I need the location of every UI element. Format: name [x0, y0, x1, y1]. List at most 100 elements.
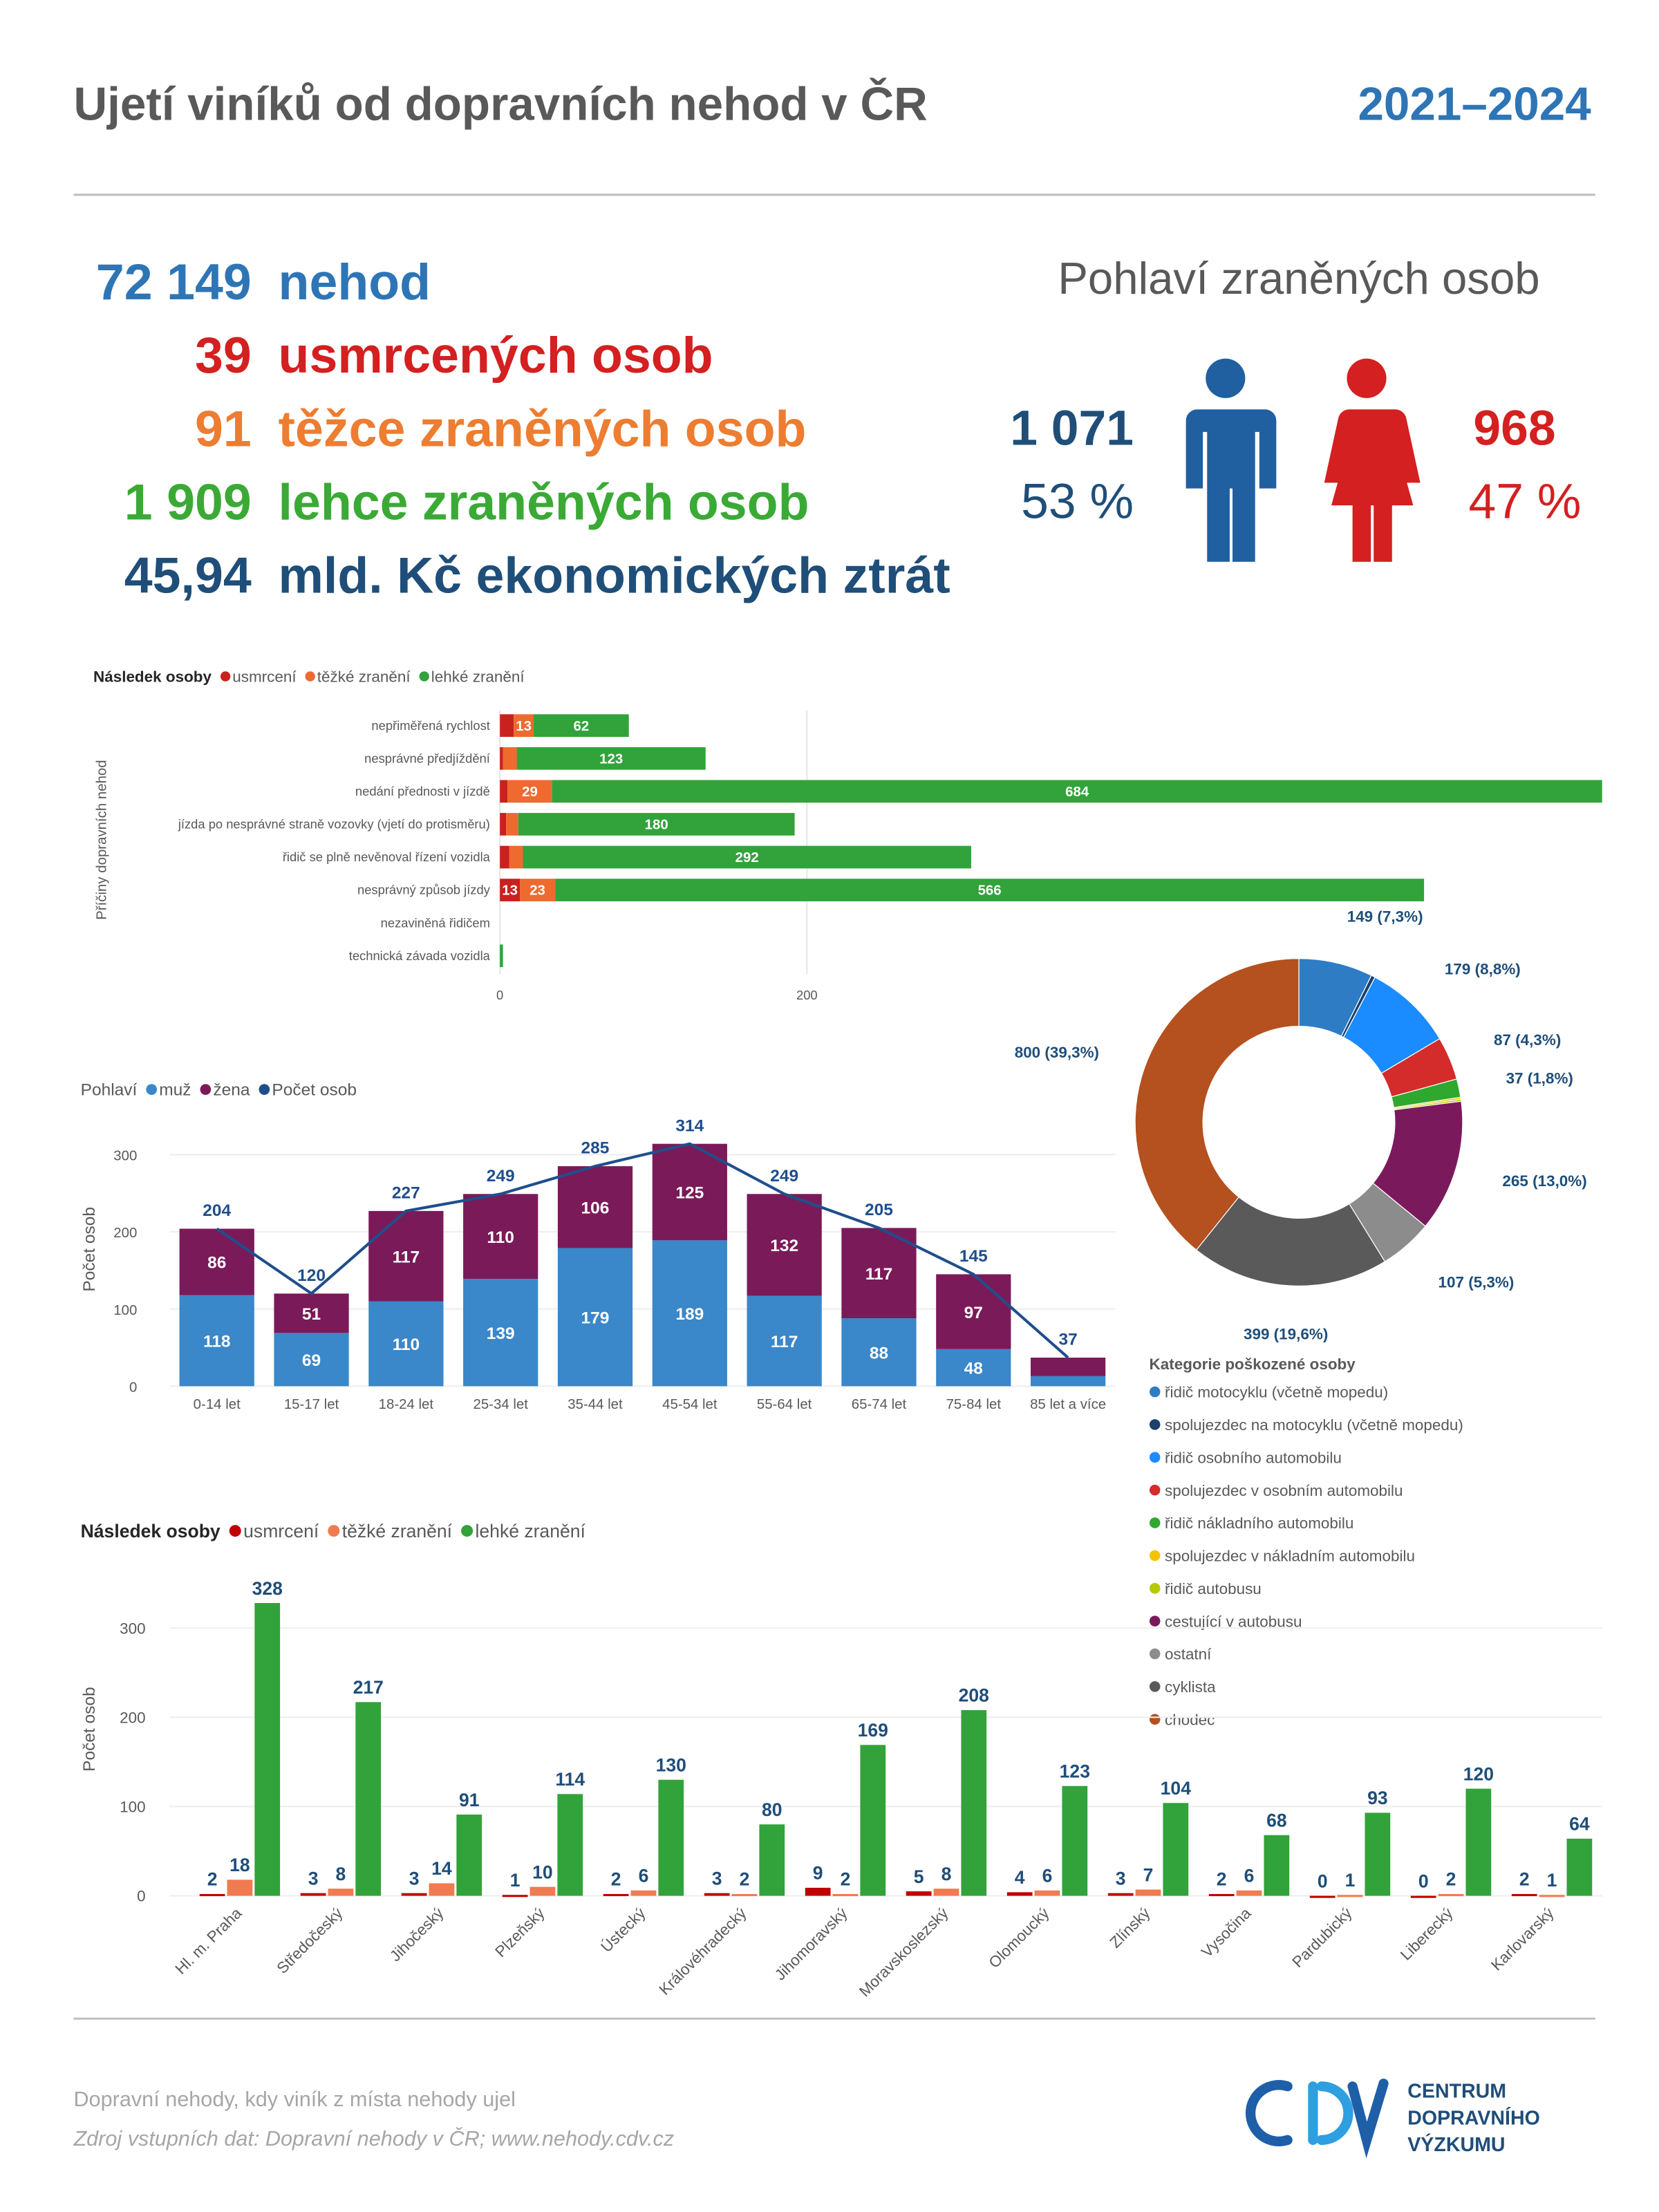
line-label: 120 [297, 1266, 326, 1285]
data-label: 3 [712, 1868, 722, 1888]
bar-segment [463, 1279, 538, 1387]
data-label: 87 (4,3%) [1494, 1031, 1561, 1049]
data-label: 14 [431, 1858, 452, 1879]
data-label: 0 [1318, 1871, 1328, 1891]
legend-label: lehké zranění [431, 668, 525, 685]
data-label: 86 [207, 1254, 226, 1273]
bar-segment [1031, 1376, 1106, 1387]
legend-marker [419, 671, 429, 682]
data-label: 180 [645, 818, 668, 833]
footer-source: Zdroj vstupních dat: Dopravní nehody v Č… [73, 2126, 674, 2150]
data-label: 104 [1161, 1778, 1192, 1799]
legend-marker [229, 1525, 241, 1537]
data-label: 8 [336, 1864, 346, 1884]
footer-note: Dopravní nehody, kdy viník z místa nehod… [73, 2088, 516, 2111]
bar [860, 1745, 886, 1896]
bar-segment [274, 1333, 349, 1387]
stat-label: nehod [279, 253, 431, 310]
line-label: 205 [865, 1201, 893, 1219]
x-tick-label: 85 let a více [1030, 1397, 1106, 1412]
data-label: 399 (19,6%) [1244, 1325, 1328, 1342]
legend-marker [1149, 1681, 1161, 1692]
legend-marker [1149, 1452, 1161, 1463]
line-label: 285 [581, 1139, 610, 1158]
data-label: 132 [770, 1237, 798, 1255]
bar-segment [274, 1293, 349, 1333]
bar [1034, 1890, 1060, 1896]
bar [1135, 1889, 1161, 1896]
data-label: 7 [1143, 1864, 1154, 1885]
legend-label: Počet osob [272, 1081, 357, 1100]
stat-value: 39 [195, 326, 252, 384]
data-label: 6 [1042, 1866, 1053, 1886]
data-label: 2 [1446, 1869, 1456, 1890]
x-tick-label: Karlovarský [1488, 1904, 1557, 1974]
data-label: 3 [409, 1868, 420, 1888]
data-label: 117 [865, 1265, 893, 1284]
data-label: 123 [599, 751, 623, 767]
legend-label: žena [213, 1081, 250, 1100]
bar [1438, 1893, 1464, 1897]
bar [1410, 1895, 1436, 1898]
bar-segment [841, 1228, 917, 1319]
data-label: 23 [529, 883, 545, 899]
bar-segment [557, 1166, 633, 1248]
axis-title: Počet osob [80, 1687, 99, 1772]
legend-marker [220, 671, 231, 682]
data-label: 208 [959, 1685, 989, 1706]
data-label: 51 [302, 1305, 321, 1324]
bar [328, 1888, 354, 1896]
legend-label: chodec [1165, 1711, 1215, 1728]
line-label: 314 [675, 1116, 704, 1135]
x-tick-label: Moravskoslezský [856, 1904, 952, 2000]
legend-label: spolujezdec na motocyklu (včetně mopedu) [1165, 1416, 1463, 1434]
bar [1062, 1785, 1088, 1896]
legend-label: ostatní [1165, 1646, 1212, 1663]
x-tick-label: 15-17 let [284, 1397, 339, 1412]
bar [731, 1893, 758, 1897]
data-label: 566 [978, 883, 1002, 899]
data-label: 48 [964, 1360, 983, 1378]
legend-label: těžké zranění [317, 668, 411, 685]
data-label: 118 [203, 1333, 231, 1351]
data-label: 5 [914, 1866, 924, 1887]
data-label: 91 [459, 1790, 480, 1810]
bar-segment [652, 1143, 727, 1241]
data-label: 3 [1116, 1868, 1126, 1888]
bar-segment [500, 714, 514, 737]
data-label: 9 [813, 1863, 823, 1884]
line-label: 145 [959, 1247, 988, 1266]
gender-title: Pohlaví zraněných osob [1058, 253, 1539, 303]
legend-label: spolujezdec v nákladním automobilu [1165, 1548, 1415, 1565]
x-tick-label: 75-84 let [946, 1397, 1002, 1412]
bar [502, 1895, 528, 1897]
male-icon [1185, 358, 1277, 562]
data-label: 97 [964, 1304, 983, 1322]
bar-segment [509, 845, 523, 869]
x-tick-label: Královéhradecký [656, 1904, 750, 1998]
data-label: 6 [639, 1866, 649, 1886]
data-label: 2 [611, 1869, 621, 1890]
data-label: 800 (39,3%) [1015, 1044, 1099, 1061]
legend-marker [1149, 1517, 1161, 1528]
bar [961, 1709, 987, 1896]
logo-text: DOPRAVNÍHO [1407, 2106, 1540, 2129]
bar-segment [936, 1349, 1011, 1387]
category-label: nezaviněná řidičem [381, 915, 490, 930]
bar [933, 1888, 959, 1896]
bar-segment [523, 845, 971, 869]
data-label: 2 [207, 1869, 218, 1890]
x-tick-label: 45-54 let [662, 1397, 718, 1412]
data-label: 169 [858, 1720, 888, 1741]
data-label: 2 [1217, 1869, 1227, 1890]
data-label: 8 [941, 1864, 952, 1884]
bar [1539, 1895, 1565, 1897]
bar [1337, 1895, 1363, 1897]
data-label: 62 [574, 719, 590, 734]
donut-slice [1134, 957, 1300, 1251]
legend-marker [259, 1084, 270, 1095]
bar [429, 1883, 455, 1896]
bar-segment [500, 747, 503, 770]
y-tick-label: 200 [120, 1709, 145, 1726]
